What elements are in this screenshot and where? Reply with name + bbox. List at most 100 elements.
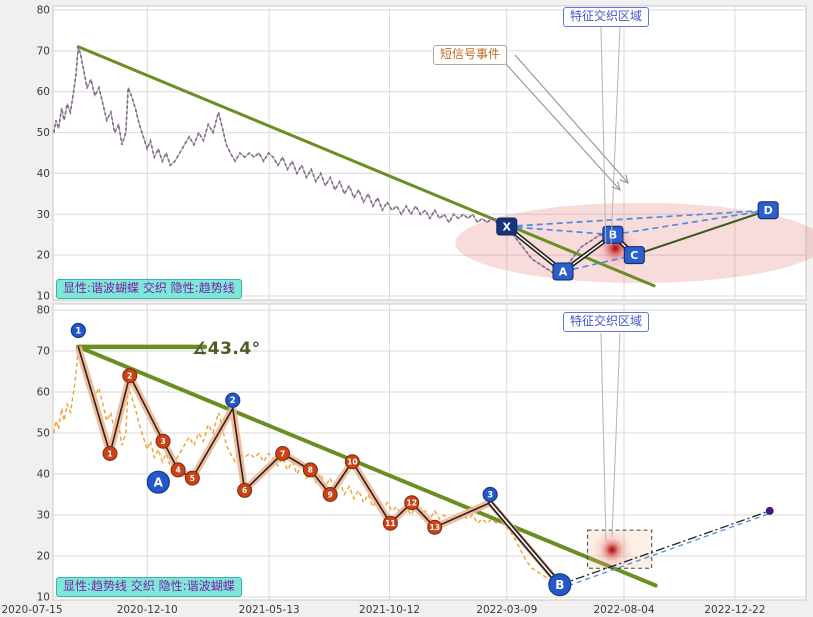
pivot-label-B[interactable]: B <box>548 573 572 597</box>
panel-top: 10 20 30 40 50 60 70 80 <box>37 5 807 303</box>
svg-text:9: 9 <box>328 490 333 499</box>
y-tick-label: 50 <box>37 428 50 440</box>
x-tick-label: 2020-07-15 <box>1 604 62 616</box>
region-connector-line <box>611 332 621 538</box>
x-tick-label: 2021-05-13 <box>239 604 300 616</box>
x-tick-label: 2022-08-04 <box>593 604 654 616</box>
svg-text:12: 12 <box>407 499 417 508</box>
y-tick-label: 30 <box>37 510 50 522</box>
y-tick-label: 50 <box>37 127 50 139</box>
legend-chip-bottom: 显性:趋势线 交织 隐性:谐波蝴蝶 <box>56 577 242 597</box>
svg-text:A: A <box>559 265 568 278</box>
x-tick-label: 2021-10-12 <box>359 604 420 616</box>
feature-region-label-bottom: 特征交织区域 <box>563 312 650 332</box>
x-tick-label: 2022-12-22 <box>704 604 765 616</box>
trendline-angle-label: ∡43.4° <box>192 339 261 359</box>
butterfly-dashed-edge-BD <box>612 209 769 236</box>
butterfly-green-edge-CD <box>633 209 769 257</box>
svg-text:8: 8 <box>308 466 313 475</box>
y-tick-label: 70 <box>37 346 50 358</box>
svg-text:7: 7 <box>280 449 285 458</box>
x-tick-label: 2020-12-10 <box>117 604 178 616</box>
wave-pivot-marker-10[interactable]: 10 <box>344 454 360 470</box>
svg-text:1: 1 <box>75 327 81 337</box>
y-tick-label: 40 <box>37 469 50 481</box>
svg-text:2: 2 <box>230 396 236 406</box>
feature-region-label-top: 特征交织区域 <box>563 7 650 27</box>
region-connector-line <box>600 332 607 543</box>
butterfly-dashed-edge-XD <box>506 209 769 228</box>
pattern-point-A[interactable]: A <box>552 262 574 281</box>
svg-text:X: X <box>503 221 512 234</box>
short-signal-event-label: 短信号事件 <box>433 45 508 65</box>
wave-pivot-marker-13[interactable]: 13 <box>427 519 443 535</box>
wave-pivot-marker-5[interactable]: 5 <box>184 470 200 486</box>
pivot-label-A[interactable]: A <box>146 470 170 494</box>
legend-chip-top: 显性:谐波蝴蝶 交织 隐性:趋势线 <box>56 279 242 299</box>
x-tick-label: 2022-03-09 <box>476 604 537 616</box>
svg-text:B: B <box>609 229 617 242</box>
region-connector-line <box>610 26 621 246</box>
wave-pivot-marker-4[interactable]: 4 <box>170 462 186 478</box>
svg-text:4: 4 <box>175 466 180 475</box>
trend-line-bottom[interactable] <box>76 344 658 588</box>
svg-text:3: 3 <box>487 491 493 501</box>
wave-pivot-marker-12[interactable]: 12 <box>404 495 420 511</box>
pivot-label-2[interactable]: 2 <box>225 392 241 408</box>
svg-text:B: B <box>555 578 564 592</box>
wave-pivot-marker-2[interactable]: 2 <box>122 368 138 384</box>
svg-text:D: D <box>764 204 773 217</box>
svg-text:10: 10 <box>347 458 357 467</box>
svg-text:A: A <box>154 475 164 489</box>
pivot-label-3[interactable]: 3 <box>482 486 498 503</box>
panel-bottom: 10 20 30 40 50 60 70 80 2020-07-15 2020-12-10 2021… <box>1 303 807 616</box>
wave-pivot-marker-6[interactable]: 6 <box>237 482 253 498</box>
y-tick-label: 20 <box>37 551 50 563</box>
projection-dashdot-line <box>559 510 770 586</box>
projection-end-dot[interactable] <box>765 506 774 515</box>
y-tick-label: 80 <box>37 305 50 317</box>
butterfly-dashed-edge-AC <box>562 254 635 273</box>
y-tick-label: 80 <box>37 5 50 17</box>
annotation-lines-top <box>505 26 628 251</box>
y-tick-label: 60 <box>37 387 50 399</box>
annotation-lines-bottom <box>600 332 621 543</box>
region-connector-line <box>600 26 607 251</box>
y-tick-label: 20 <box>37 250 50 262</box>
pattern-point-B[interactable]: B <box>602 225 624 244</box>
wave-pivot-marker-3[interactable]: 3 <box>155 433 171 449</box>
signal-arrow <box>505 63 620 190</box>
wave-pivot-marker-9[interactable]: 9 <box>322 487 338 502</box>
y-tick-label: 10 <box>37 291 50 303</box>
wave-pivot-marker-1[interactable]: 1 <box>102 446 118 461</box>
svg-text:13: 13 <box>429 523 439 532</box>
wave-pivot-marker-7[interactable]: 7 <box>275 446 291 461</box>
heat-spot-bottom <box>601 538 624 561</box>
y-tick-label: 40 <box>37 168 50 180</box>
wave-pivot-marker-8[interactable]: 8 <box>302 462 318 478</box>
y-tick-label: 70 <box>37 45 50 57</box>
svg-text:3: 3 <box>160 437 165 446</box>
y-tick-label: 10 <box>37 592 50 604</box>
trend-line-top[interactable] <box>76 45 656 288</box>
harmonic-butterfly-chart: X A BC D <box>53 45 813 288</box>
svg-text:11: 11 <box>385 519 395 528</box>
svg-text:5: 5 <box>190 474 195 483</box>
pivot-label-1[interactable]: 1 <box>70 322 86 339</box>
signal-arrow <box>514 54 628 183</box>
y-tick-label: 30 <box>37 209 50 221</box>
y-tick-label: 60 <box>37 86 50 98</box>
wave-pivot-marker-11[interactable]: 11 <box>382 515 398 531</box>
svg-text:2: 2 <box>127 371 132 380</box>
projection-dashed-line <box>559 512 770 590</box>
svg-text:C: C <box>630 249 638 262</box>
pattern-point-X[interactable]: X <box>496 217 518 236</box>
descent-rail-core <box>489 502 561 586</box>
pattern-point-C[interactable]: C <box>623 246 645 265</box>
pattern-point-D[interactable]: D <box>757 201 779 220</box>
svg-text:6: 6 <box>242 486 247 495</box>
butterfly-dashed-edge-XB <box>506 225 613 236</box>
